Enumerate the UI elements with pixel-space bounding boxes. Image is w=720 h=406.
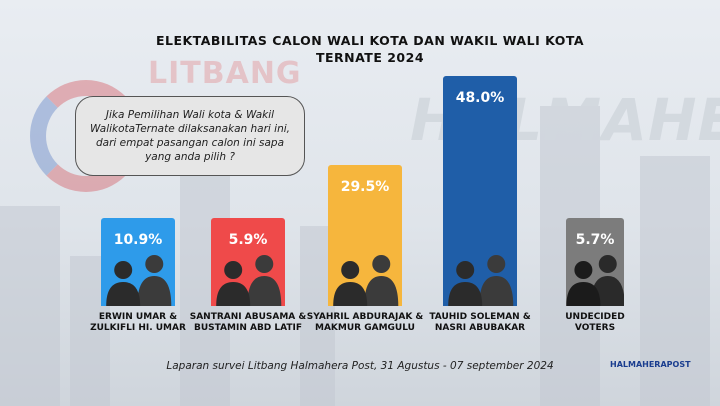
candidate-label-line: SANTRANI ABUSAMA & [189, 312, 307, 322]
bg-building [0, 206, 60, 406]
bar-value-label: 5.9% [228, 232, 268, 248]
halmaherapost-logo: HALMAHERAPOST [610, 360, 691, 369]
chart-title-line2: TERNATE 2024 [315, 50, 425, 65]
bar-value-label: 10.9% [113, 232, 163, 248]
bar [443, 76, 517, 306]
candidate-label-line: ZULKIFLI HI. UMAR [90, 323, 186, 334]
chart-title-line1: ELEKTABILITAS CALON WALI KOTA DAN WAKIL … [155, 33, 585, 48]
candidate-photo [106, 255, 172, 306]
candidate-label-line: VOTERS [574, 323, 616, 334]
candidate-label-line: UNDECIDED [565, 312, 625, 322]
candidate-label: UNDECIDED VOTERS [535, 312, 655, 335]
candidate-photo [216, 255, 282, 306]
candidate-label-line: NASRI ABUBAKAR [434, 323, 526, 334]
candidate-label: TAUHID SOLEMAN & NASRI ABUBAKAR [420, 312, 540, 335]
question-text: Jika Pemilihan Wali kota & Wakil Walikot… [89, 108, 291, 164]
undecided-voters-icon [566, 255, 624, 306]
question-bubble: Jika Pemilihan Wali kota & Wakil Walikot… [75, 96, 305, 176]
candidate-label-line: BUSTAMIN ABD LATIF [193, 323, 303, 334]
candidate-label: SYAHRIL ABDURAJAK & MAKMUR GAMGULU [305, 312, 425, 335]
candidate-label-line: SYAHRIL ABDURAJAK & [306, 312, 424, 322]
candidate-photo [448, 255, 514, 306]
candidate-label-line: MAKMUR GAMGULU [315, 323, 415, 334]
candidate-label: ERWIN UMAR & ZULKIFLI HI. UMAR [78, 312, 198, 335]
candidate-label-line: ERWIN UMAR & [98, 312, 178, 322]
bg-building [640, 156, 710, 406]
bar-value-label: 5.7% [575, 232, 615, 248]
candidate-photo [333, 255, 399, 306]
watermark-litbang: LITBANG [148, 56, 302, 91]
bar-value-label: 29.5% [340, 178, 390, 195]
survey-footnote: Laparan survei Litbang Halmahera Post, 3… [166, 360, 554, 372]
candidate-label-line: TAUHID SOLEMAN & [429, 312, 531, 322]
logo-text: HALMAHERAPOST [610, 360, 691, 369]
candidate-label: SANTRANI ABUSAMA & BUSTAMIN ABD LATIF [188, 312, 308, 335]
bar-value-label: 48.0% [455, 90, 505, 106]
